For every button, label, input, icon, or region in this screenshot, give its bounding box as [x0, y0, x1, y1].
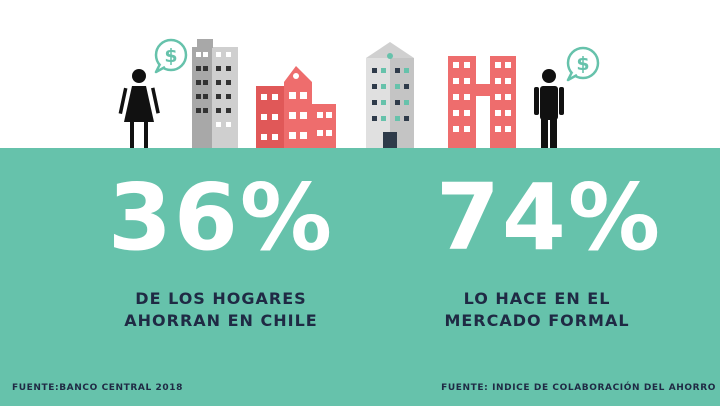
caption-line: MERCADO FORMAL: [444, 311, 630, 330]
speech-bubble-dollar-icon: $: [154, 38, 188, 74]
woman-icon: [118, 69, 160, 149]
teal-band: [0, 148, 720, 406]
caption-line: DE LOS HOGARES: [135, 289, 307, 308]
caption-line: LO HACE EN EL: [463, 289, 611, 308]
building-icon: [192, 39, 238, 150]
man-icon: [534, 69, 564, 149]
building-icon: [256, 66, 336, 150]
skyline-illustration: $: [118, 38, 600, 150]
bubble-dollar-left: $: [164, 45, 177, 67]
stat-caption-left: DE LOS HOGARES AHORRAN EN CHILE: [96, 288, 346, 332]
stat-caption-right: LO HACE EN EL MERCADO FORMAL: [412, 288, 662, 332]
bubble-dollar-right: $: [576, 53, 589, 75]
stat-value-right: 74%: [435, 164, 663, 271]
speech-bubble-dollar-icon: $: [566, 46, 600, 82]
source-right: FUENTE: INDICE DE COLABORACIÓN DEL AHORR…: [441, 383, 716, 393]
building-icon: [448, 56, 516, 150]
caption-line: AHORRAN EN CHILE: [124, 311, 318, 330]
source-left: FUENTE:BANCO CENTRAL 2018: [12, 383, 184, 393]
stat-value-left: 36%: [107, 164, 335, 271]
building-icon: [366, 42, 414, 150]
